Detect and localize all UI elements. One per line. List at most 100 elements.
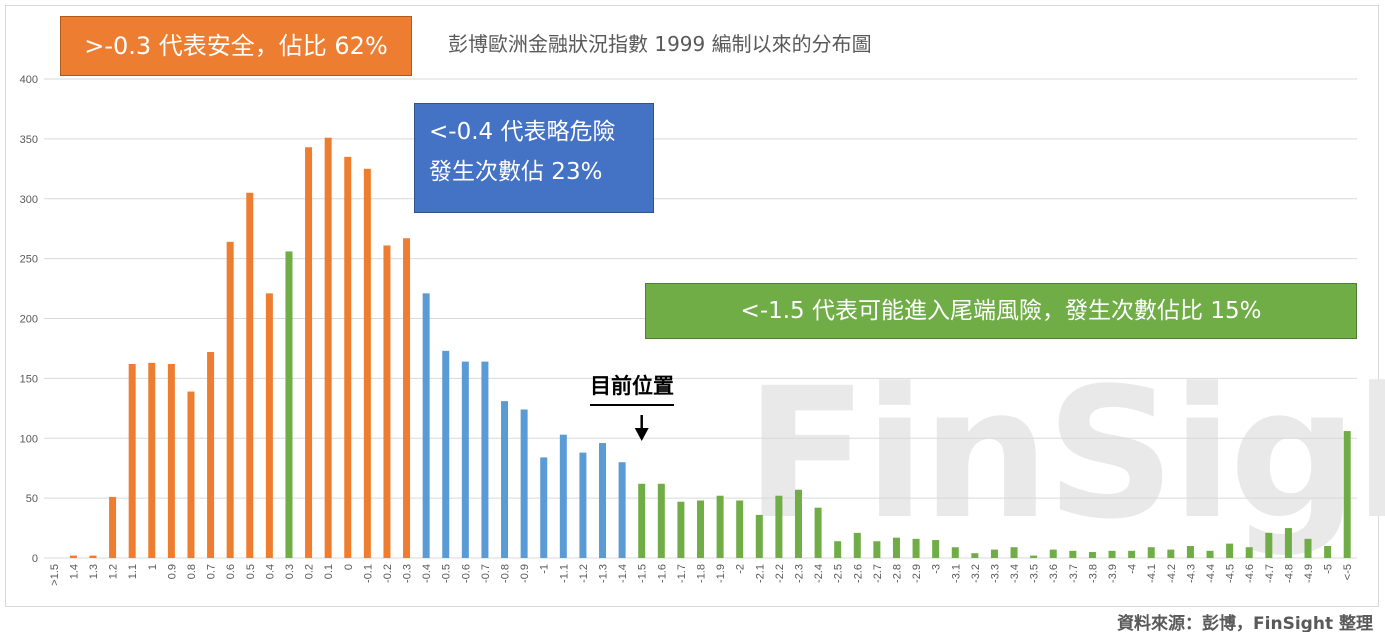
x-tick-label: -0.4: [421, 564, 433, 583]
bar: [990, 549, 998, 558]
y-tick-label: 200: [20, 314, 38, 326]
x-tick-label: -2.9: [911, 564, 923, 583]
bar: [599, 443, 607, 558]
bar: [305, 147, 313, 558]
bar: [1206, 550, 1214, 558]
bar: [618, 462, 626, 558]
bar: [775, 495, 783, 558]
bar: [971, 553, 979, 558]
bar: [814, 507, 822, 558]
bar: [912, 538, 920, 558]
bar: [1167, 549, 1175, 558]
bar: [873, 541, 881, 558]
chart-title: 彭博歐洲金融狀況指數 1999 編制以來的分布圖: [448, 32, 872, 56]
y-tick-label: 0: [32, 553, 38, 565]
x-tick-label: -3.3: [989, 564, 1001, 583]
x-tick-label: -0.6: [460, 564, 472, 583]
bar: [540, 457, 548, 558]
x-tick-label: -4.6: [1244, 564, 1256, 583]
x-tick-label: -3: [931, 564, 943, 574]
bar: [324, 137, 332, 559]
bar: [1226, 543, 1234, 558]
bar: [579, 452, 587, 558]
x-tick-label: 0.7: [206, 564, 218, 579]
x-tick-label: -4.8: [1283, 564, 1295, 583]
x-tick-label: 1.1: [127, 564, 139, 579]
watermark-logo: FinSight: [745, 350, 1385, 559]
bar: [1069, 550, 1077, 558]
bar: [716, 495, 724, 558]
x-tick-label: -3.1: [950, 564, 962, 583]
bar: [246, 192, 254, 558]
bar: [834, 541, 842, 558]
x-tick-label: -1.3: [598, 564, 610, 583]
x-tick-label: 0.8: [186, 564, 198, 579]
bar: [1088, 552, 1096, 558]
x-tick-label: -1.2: [578, 564, 590, 583]
bar: [461, 361, 469, 558]
bar: [1245, 547, 1253, 558]
bar: [638, 483, 646, 558]
y-tick-label: 250: [20, 254, 38, 266]
current-position-label: 目前位置: [590, 370, 674, 406]
x-tick-label: -0.5: [441, 564, 453, 583]
bar: [1010, 547, 1018, 558]
bar: [226, 241, 234, 559]
y-tick-label: 350: [20, 134, 38, 146]
bar: [69, 555, 77, 558]
x-tick-label: -0.7: [480, 564, 492, 583]
x-tick-label: -1.9: [715, 564, 727, 583]
bar: [422, 293, 430, 558]
bar: [736, 500, 744, 558]
x-tick-label: 0.5: [245, 564, 257, 579]
bar: [892, 537, 900, 558]
x-tick-label: -0.9: [519, 564, 531, 583]
bar: [1304, 538, 1312, 558]
bar: [442, 350, 450, 558]
x-tick-label: >1.5: [49, 564, 61, 586]
x-tick-label: -3.6: [1048, 564, 1060, 583]
x-tick-label: -4.3: [1185, 564, 1197, 583]
x-tick-label: 1.4: [68, 564, 80, 579]
bar: [265, 293, 273, 558]
x-tick-label: -2.7: [872, 564, 884, 583]
x-tick-label: -0.2: [382, 564, 394, 583]
bar: [89, 555, 97, 558]
x-tick-label: -4.5: [1225, 564, 1237, 583]
x-tick-label: -3.8: [1087, 564, 1099, 583]
danger-annotation-line2: 發生次數佔 23%: [429, 159, 603, 185]
bar: [853, 532, 861, 558]
x-tick-label: 1.2: [108, 564, 120, 579]
x-tick-label: -2.3: [793, 564, 805, 583]
bar: [128, 364, 136, 558]
chart-frame: [5, 5, 1379, 607]
bar: [657, 483, 665, 558]
bar: [148, 362, 156, 558]
arrow-head-icon: [634, 428, 649, 441]
x-tick-label: 1.3: [88, 564, 100, 579]
x-tick-label: -1.7: [676, 564, 688, 583]
bar: [1049, 549, 1057, 558]
x-tick-label: -1.5: [637, 564, 649, 583]
bar: [951, 547, 959, 558]
bar: [1108, 550, 1116, 558]
x-tick-label: -0.1: [362, 564, 374, 583]
bar: [501, 401, 509, 558]
x-tick-label: -2.5: [833, 564, 845, 583]
bar: [481, 361, 489, 558]
bar: [167, 364, 175, 558]
x-tick-label: -4.1: [1146, 564, 1158, 583]
x-tick-label: -5: [1323, 564, 1335, 574]
x-tick-label: -2: [735, 564, 747, 574]
x-tick-label: -4: [1127, 564, 1139, 574]
bar: [403, 238, 411, 558]
x-tick-label: -4.2: [1166, 564, 1178, 583]
danger-annotation: <-0.4 代表略危險 發生次數佔 23%: [414, 103, 654, 213]
x-tick-label: -3.5: [1029, 564, 1041, 583]
bar: [207, 352, 215, 558]
safe-annotation: >-0.3 代表安全，佔比 62%: [60, 16, 412, 76]
bar: [677, 501, 685, 558]
x-tick-label: -0.3: [402, 564, 414, 583]
